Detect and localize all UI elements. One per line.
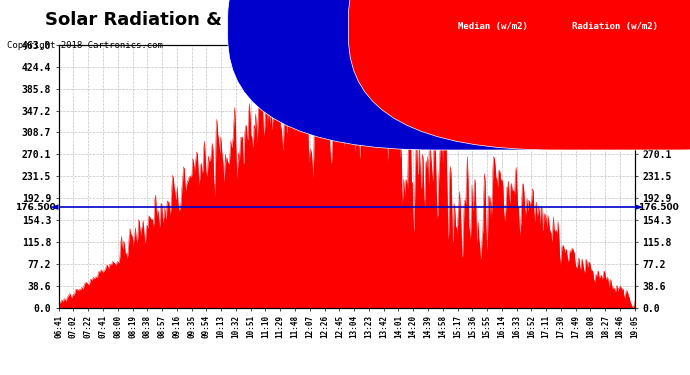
Text: Median (w/m2): Median (w/m2) [458, 22, 529, 31]
Text: Copyright 2018 Cartronics.com: Copyright 2018 Cartronics.com [7, 41, 163, 50]
Text: Radiation (w/m2): Radiation (w/m2) [573, 22, 658, 31]
Text: 176.500: 176.500 [15, 203, 56, 212]
Text: 176.500: 176.500 [638, 203, 678, 212]
Text: ◄: ◄ [50, 202, 59, 212]
Text: Solar Radiation & Day Average per Minute Mon Apr 9 19:22: Solar Radiation & Day Average per Minute… [45, 11, 645, 29]
Text: ►: ► [635, 202, 643, 212]
